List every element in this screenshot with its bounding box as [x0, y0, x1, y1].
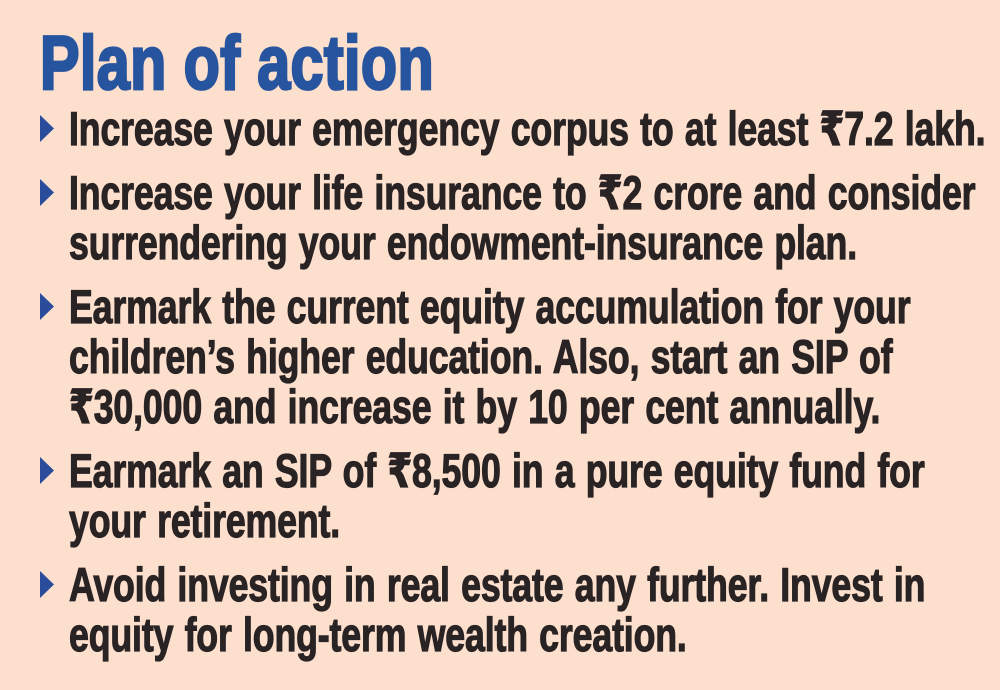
- item-line: your retirement.: [69, 494, 341, 547]
- page-title: Plan of action: [39, 21, 435, 106]
- item-text: Increase your emergency corpus to at lea…: [69, 102, 1000, 155]
- item-text: Increase your life insurance to ₹2 crore…: [69, 166, 1000, 269]
- item-line: children’s higher education. Also, start…: [69, 330, 894, 383]
- bullet-arrow-icon: [40, 457, 54, 484]
- list-item: Increase your life insurance to ₹2 crore…: [40, 166, 1000, 269]
- plan-of-action-panel: Plan of action Increase your emergency c…: [39, 21, 1000, 661]
- item-line: Earmark the current equity accumulation …: [69, 280, 912, 333]
- bullet-arrow-icon: [40, 179, 54, 206]
- item-line: Increase your life insurance to ₹2 crore…: [69, 166, 976, 219]
- list-item: Earmark an SIP of ₹8,500 in a pure equit…: [40, 444, 1000, 547]
- list-item: Earmark the current equity accumulation …: [40, 280, 1000, 433]
- item-text: Earmark an SIP of ₹8,500 in a pure equit…: [69, 444, 1000, 547]
- bullet-arrow-icon: [40, 115, 54, 142]
- item-text: Earmark the current equity accumulation …: [69, 280, 1000, 433]
- item-line: equity for long-term wealth creation.: [69, 608, 688, 661]
- bullet-arrow-icon: [40, 571, 54, 598]
- action-list: Increase your emergency corpus to at lea…: [40, 102, 1000, 661]
- item-line: surrendering your endowment-insurance pl…: [69, 216, 858, 269]
- bullet-arrow-icon: [40, 293, 54, 320]
- item-text: Avoid investing in real estate any furth…: [69, 558, 1000, 661]
- list-item: Avoid investing in real estate any furth…: [40, 558, 1000, 661]
- item-line: Avoid investing in real estate any furth…: [69, 558, 926, 611]
- list-item: Increase your emergency corpus to at lea…: [40, 102, 1000, 155]
- item-line: Earmark an SIP of ₹8,500 in a pure equit…: [69, 444, 926, 497]
- item-line: ₹30,000 and increase it by 10 per cent a…: [69, 380, 881, 433]
- item-line: Increase your emergency corpus to at lea…: [69, 102, 986, 155]
